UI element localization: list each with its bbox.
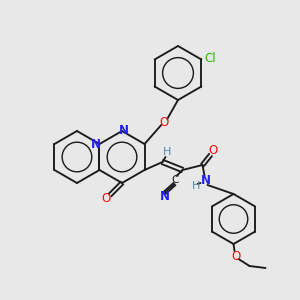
Text: H: H xyxy=(192,181,201,191)
Text: C: C xyxy=(172,175,179,185)
Text: H: H xyxy=(163,147,172,157)
Text: N: N xyxy=(91,139,100,152)
Text: O: O xyxy=(231,250,240,262)
Text: O: O xyxy=(160,116,169,128)
Text: O: O xyxy=(101,193,111,206)
Text: N: N xyxy=(119,124,129,136)
Text: N: N xyxy=(200,175,211,188)
Text: O: O xyxy=(208,143,217,157)
Text: N: N xyxy=(160,190,170,203)
Text: Cl: Cl xyxy=(205,52,216,65)
